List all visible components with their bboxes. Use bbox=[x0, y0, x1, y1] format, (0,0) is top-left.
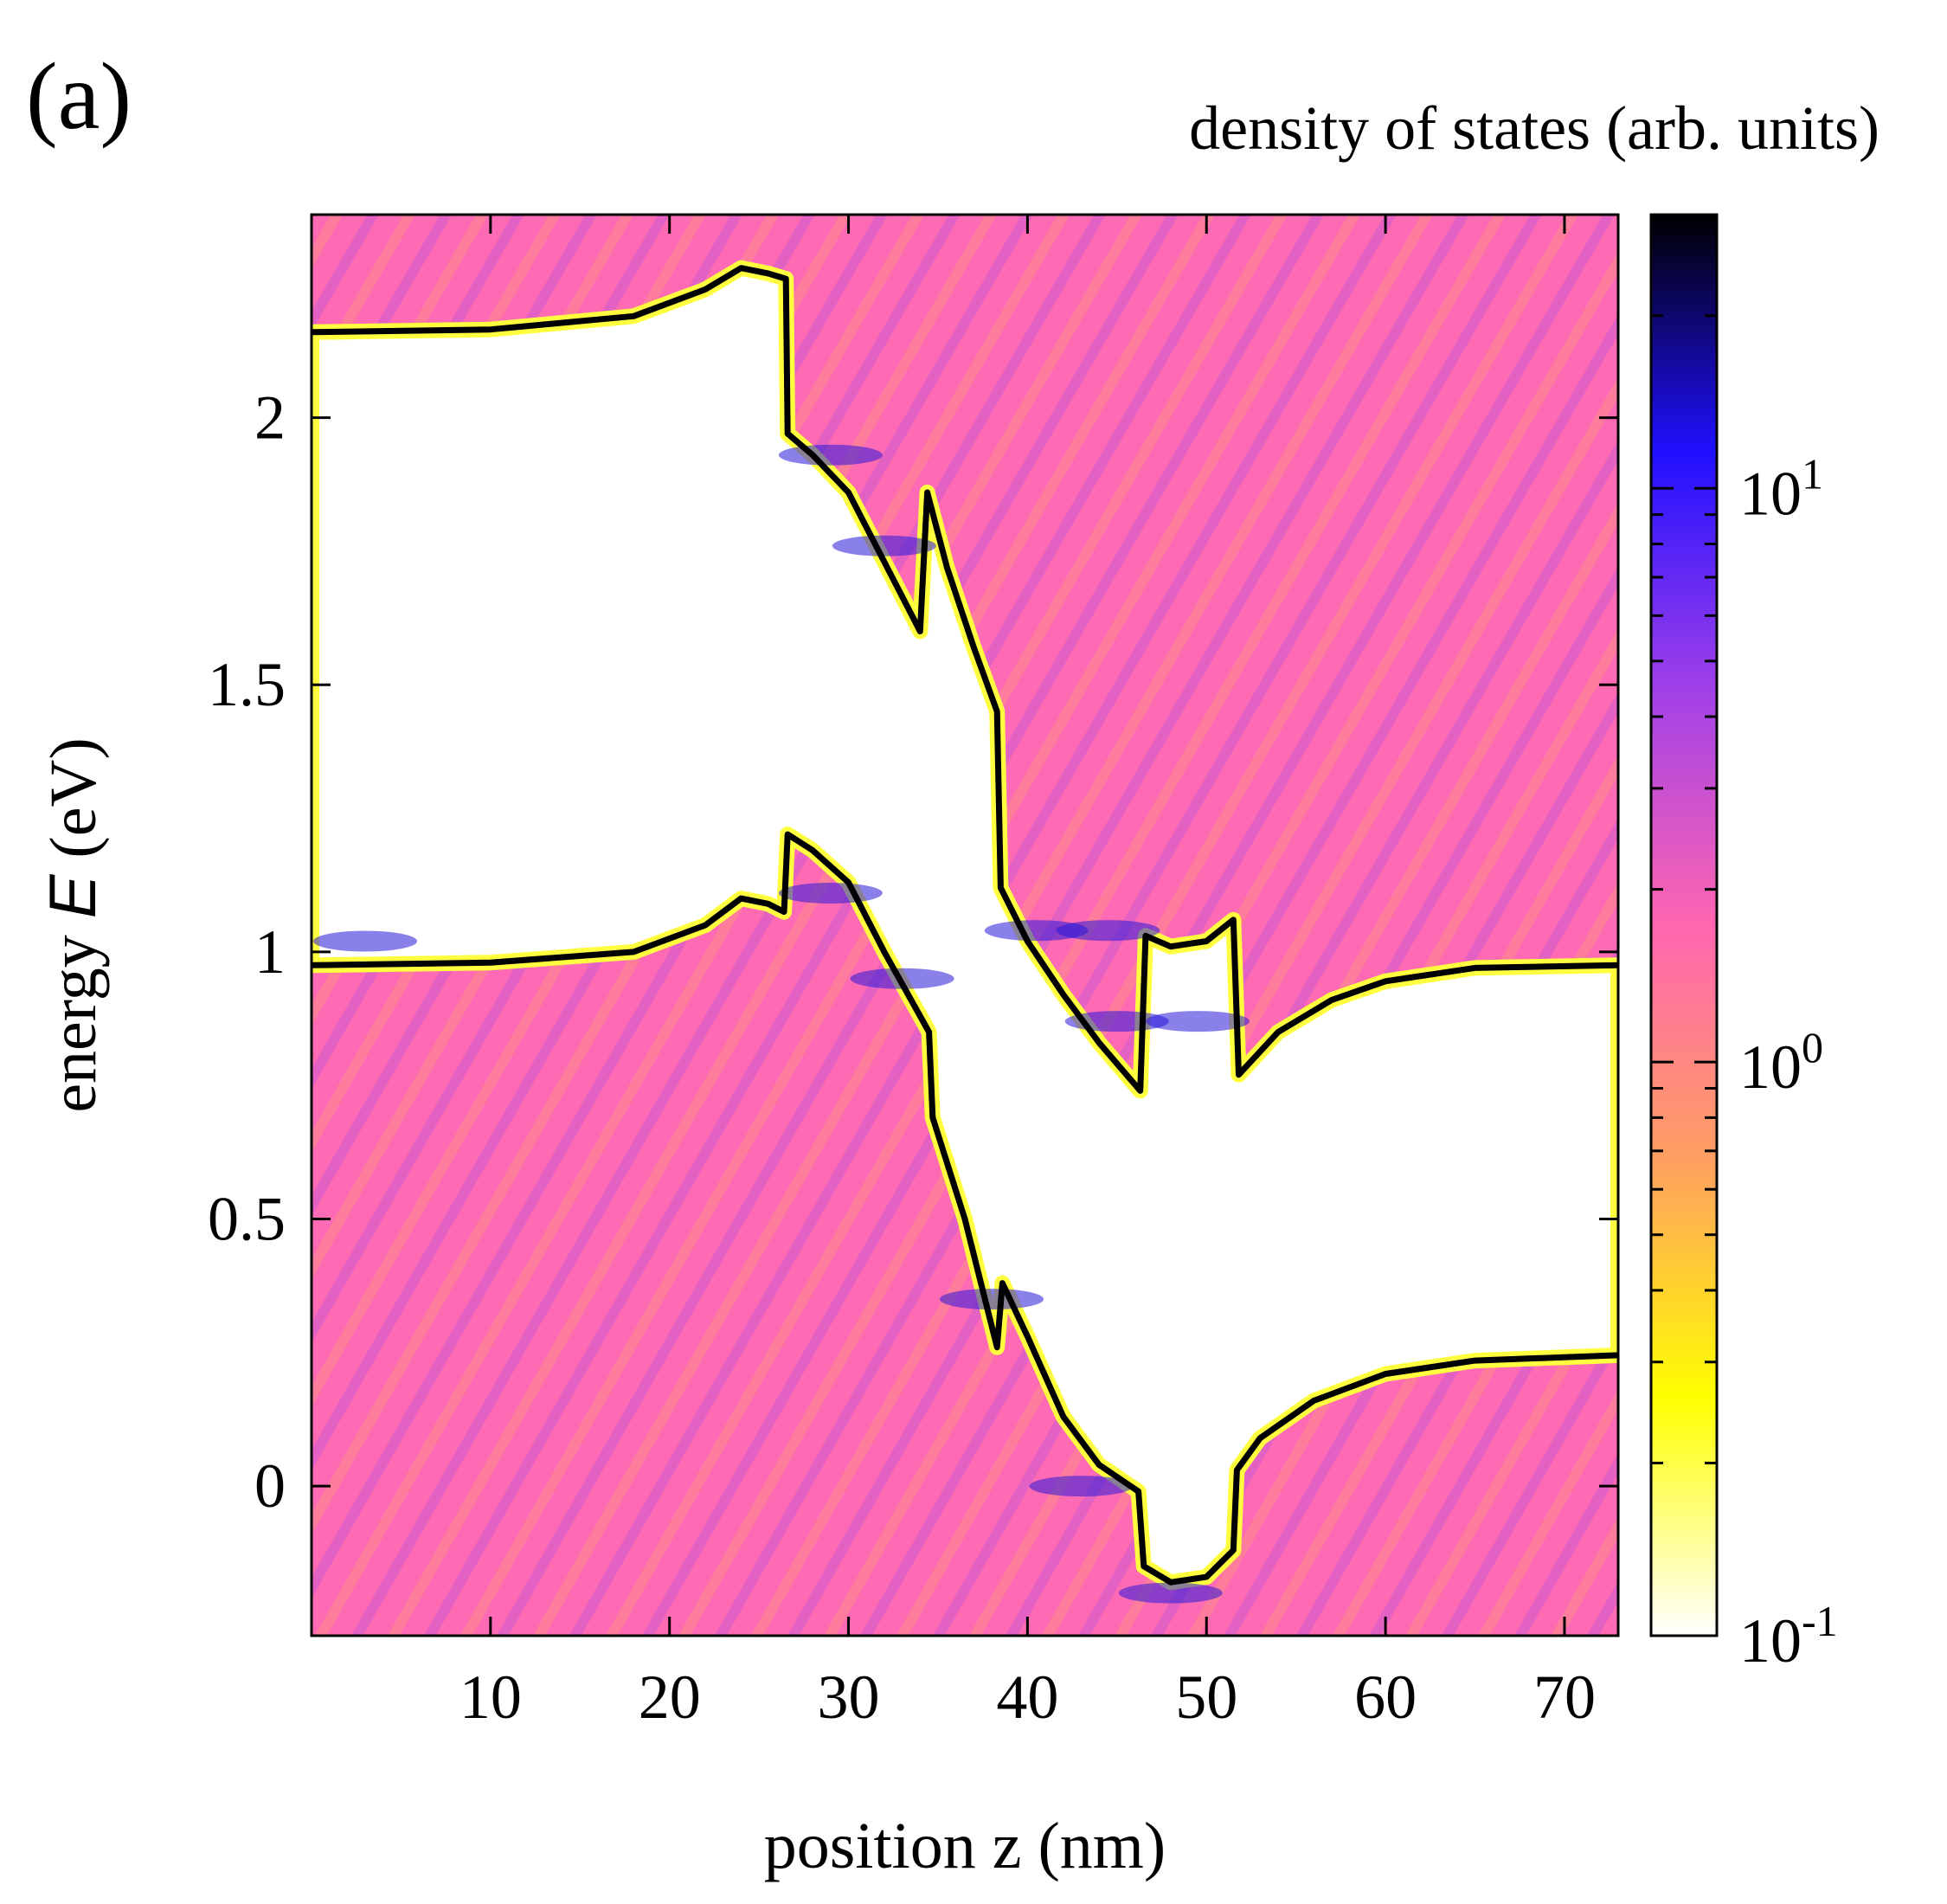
x-tick-label: 10 bbox=[459, 1663, 522, 1732]
fringe-line bbox=[714, 215, 1543, 1636]
fringe-line bbox=[312, 215, 925, 1280]
x-tick-label: 20 bbox=[639, 1663, 701, 1732]
fringe-line bbox=[1900, 163, 1947, 1670]
heatmap-area bbox=[0, 163, 1947, 1670]
fringe-line bbox=[312, 215, 1034, 1471]
fringe-line bbox=[1682, 163, 1947, 1670]
y-tick-label: 1 bbox=[254, 917, 286, 987]
localized-state bbox=[1056, 920, 1160, 942]
y-tick-label: 1.5 bbox=[208, 650, 286, 719]
localized-state bbox=[984, 920, 1089, 942]
localized-state bbox=[778, 882, 883, 904]
fringe-line bbox=[1864, 163, 1947, 1670]
y-tick-label: 2 bbox=[254, 383, 286, 453]
colorbar-tick-label: 101 bbox=[1739, 449, 1823, 528]
fringe-line bbox=[312, 215, 1070, 1535]
y-axis: 0 0.5 1 1.5 2 bbox=[208, 383, 1618, 1521]
localized-state bbox=[940, 1289, 1044, 1310]
localized-state bbox=[832, 535, 936, 556]
fringe-line bbox=[1937, 163, 1947, 1670]
colorbar-scale bbox=[1649, 213, 1719, 1637]
fringe-line bbox=[1332, 1135, 1618, 1636]
fringe-line bbox=[1295, 1071, 1618, 1636]
colorbar: 10-1 100 101 bbox=[1649, 213, 1838, 1676]
fringe-line bbox=[423, 215, 1252, 1636]
fringe-line bbox=[312, 215, 1107, 1599]
valence-band-edge bbox=[312, 831, 1618, 1586]
localized-state bbox=[1029, 1476, 1134, 1497]
fringe-line bbox=[1259, 1007, 1618, 1636]
localized-state bbox=[1118, 1582, 1223, 1604]
fringe-line bbox=[1368, 1198, 1618, 1636]
x-tick-label: 50 bbox=[1175, 1663, 1237, 1732]
localized-state bbox=[313, 930, 418, 952]
fringe-line bbox=[1755, 163, 1947, 1670]
colorbar-tick-label: 10-1 bbox=[1739, 1597, 1838, 1676]
localized-state bbox=[1145, 1011, 1250, 1032]
fringe-line bbox=[1719, 163, 1947, 1670]
x-tick-label: 60 bbox=[1354, 1663, 1417, 1732]
y-tick-label: 0.5 bbox=[208, 1185, 286, 1254]
fringe-line bbox=[968, 502, 1618, 1636]
colorbar-title: density of states (arb. units) bbox=[1189, 93, 1880, 163]
panel-label: (a) bbox=[26, 43, 132, 149]
fringe-line bbox=[1441, 1325, 1618, 1636]
conduction-band-edge bbox=[312, 265, 1618, 1094]
colorbar-tick-label: 100 bbox=[1739, 1023, 1823, 1102]
fringe-line bbox=[1586, 1580, 1618, 1636]
fringe-line bbox=[350, 215, 1179, 1636]
plot-frame bbox=[310, 213, 1620, 1637]
x-axis: 10 20 30 40 50 60 70 bbox=[459, 215, 1596, 1732]
fringe-line bbox=[1828, 163, 1947, 1670]
fringe-line bbox=[312, 215, 998, 1407]
x-tick-label: 40 bbox=[996, 1663, 1058, 1732]
localized-state bbox=[778, 444, 883, 466]
x-tick-label: 30 bbox=[818, 1663, 880, 1732]
fringe-line bbox=[1513, 1452, 1618, 1636]
fringe-line bbox=[932, 440, 1618, 1636]
fringe-line bbox=[459, 215, 1288, 1636]
x-axis-label: position z (nm) bbox=[764, 1810, 1166, 1882]
fringe-line bbox=[314, 215, 1143, 1636]
fringe-line bbox=[678, 215, 1507, 1636]
fringe-line bbox=[750, 215, 1579, 1636]
fringe-line bbox=[0, 163, 222, 1670]
fringe-line bbox=[1404, 1262, 1618, 1636]
fringe-line bbox=[1791, 163, 1947, 1670]
x-tick-label: 70 bbox=[1533, 1663, 1596, 1732]
y-axis-label: energy E (eV) bbox=[36, 737, 110, 1112]
fringe-line bbox=[859, 313, 1618, 1636]
fringe-line bbox=[896, 376, 1618, 1636]
colorbar-ticks: 10-1 100 101 bbox=[1651, 213, 1838, 1676]
y-tick-label: 0 bbox=[254, 1451, 286, 1521]
fringe-line bbox=[1477, 1389, 1618, 1636]
fringe-line bbox=[387, 215, 1216, 1636]
fringe-line bbox=[312, 215, 961, 1344]
